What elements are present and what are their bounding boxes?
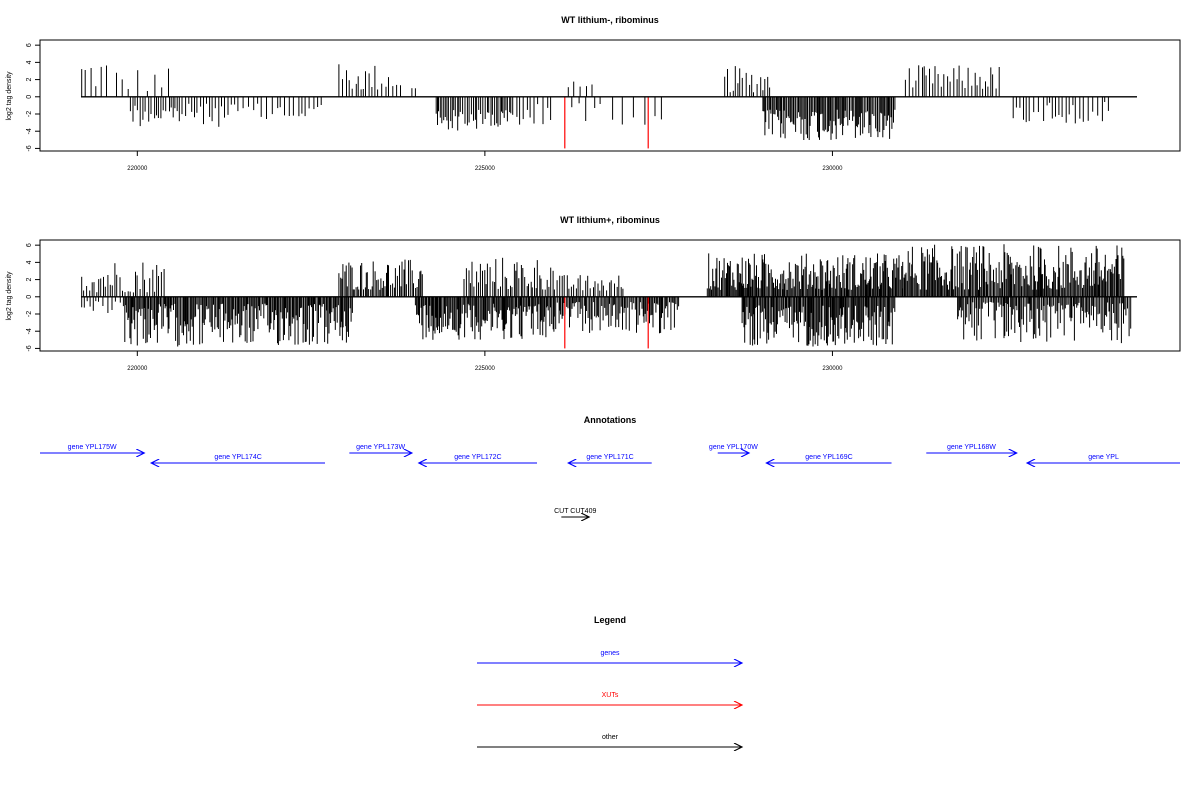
- legend-items: genes XUTs other: [477, 650, 742, 747]
- y-tick-label: -4: [26, 328, 33, 334]
- panel-2-highlights: [564, 296, 649, 349]
- y-tick-label: -6: [26, 345, 33, 351]
- annotations-title: Annotations: [584, 415, 637, 425]
- panel-1-y-axis: -6 -4 -2 0 2 4 6: [26, 43, 41, 152]
- legend-label: XUTs: [602, 692, 619, 699]
- panel-1-plot-box: [39, 39, 1181, 152]
- panel-2-bars: [81, 244, 1132, 347]
- feature-label: gene YPL169C: [805, 454, 852, 461]
- y-tick-label: 6: [26, 243, 33, 247]
- feature-label: gene YPL175W: [68, 444, 117, 451]
- legend-label: other: [602, 734, 619, 741]
- y-tick-label: -2: [26, 311, 33, 317]
- panel-lithium-plus: WT lithium+, ribominus log2 tag density …: [6, 215, 1181, 372]
- panel-1-x-axis: 220000 225000 230000: [127, 151, 843, 172]
- feature-label: gene YPL172C: [454, 454, 501, 461]
- y-tick-label: 2: [26, 278, 33, 282]
- x-tick-label: 220000: [127, 166, 148, 172]
- panel-1-bars: [81, 64, 1109, 140]
- legend-label: genes: [600, 650, 620, 657]
- panel-2-y-axis: -6 -4 -2 0 2 4 6: [26, 243, 41, 352]
- feature-label: gene YPL: [1088, 454, 1119, 461]
- x-tick-label: 230000: [822, 366, 843, 372]
- y-tick-label: -4: [26, 128, 33, 134]
- y-tick-label: 6: [26, 43, 33, 47]
- panel-2-x-axis: 220000 225000 230000: [127, 351, 843, 372]
- x-tick-label: 220000: [127, 366, 148, 372]
- feature-label: gene YPL174C: [214, 454, 261, 461]
- feature-label: gene YPL170W: [709, 444, 758, 451]
- annotation-features: gene YPL175W gene YPL174C gene YPL173W gene…: [40, 444, 1180, 517]
- legend: Legend genes XUTs other: [477, 615, 742, 747]
- y-tick-label: -2: [26, 111, 33, 117]
- panel-lithium-minus: WT lithium-, ribominus log2 tag density …: [6, 15, 1181, 172]
- y-tick-label: 0: [26, 95, 33, 99]
- feature-label: gene YPL168W: [947, 444, 996, 451]
- legend-title: Legend: [594, 615, 626, 625]
- x-tick-label: 230000: [822, 166, 843, 172]
- feature-label: gene YPL173W: [356, 444, 405, 451]
- y-tick-label: 2: [26, 78, 33, 82]
- feature-label: CUT CUT409: [554, 508, 596, 515]
- panel-1-highlights: [564, 96, 649, 149]
- panel-2-plot-box: [39, 239, 1181, 352]
- x-tick-label: 225000: [475, 366, 496, 372]
- feature-label: gene YPL171C: [586, 454, 633, 461]
- y-tick-label: -6: [26, 145, 33, 151]
- panel-1-title: WT lithium-, ribominus: [561, 15, 659, 25]
- panel-2-ylabel: log2 tag density: [6, 271, 13, 321]
- panel-1-ylabel: log2 tag density: [6, 71, 13, 121]
- x-tick-label: 225000: [475, 166, 496, 172]
- y-tick-label: 0: [26, 295, 33, 299]
- y-tick-label: 4: [26, 260, 33, 264]
- panel-2-title: WT lithium+, ribominus: [560, 215, 660, 225]
- y-tick-label: 4: [26, 60, 33, 64]
